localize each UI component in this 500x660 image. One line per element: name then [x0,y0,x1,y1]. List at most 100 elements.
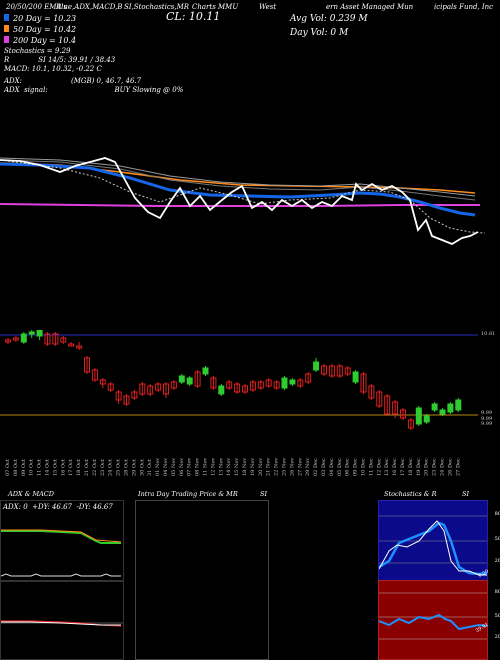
x-axis-date-label: 25 Oct [116,459,122,476]
candle [257,381,264,389]
candle [155,383,162,391]
candle [12,337,19,341]
header-line-1: 20/50/200 EMA's Blue,ADX,MACD,B SI,Stoch… [4,3,500,13]
day-vol: Day Vol: 0 M [290,28,349,38]
candle [328,365,335,377]
candle [131,391,138,399]
stoch-title: Stochastics & R [384,490,437,498]
x-axis-date-label: 12 Nov [210,458,216,476]
price-chart [0,157,486,246]
adx-lines [1,529,122,577]
stoch-tick-20: 20 [494,558,500,564]
candle [273,381,280,389]
x-axis-date-label: 19 Dec [416,458,422,476]
candle [68,343,75,347]
x-axis-date-label: 01 Nov [155,458,161,476]
candle [321,365,327,375]
legend-ema20: 20 Day = 10.23 [13,14,77,23]
candle [163,383,169,395]
x-axis-date-label: 08 Oct [13,459,19,476]
cl-label: CL: 10.11 [166,10,221,23]
x-axis-date-label: 22 Oct [92,459,98,476]
x-axis-date-label: 19 Nov [250,458,256,476]
macd-panel [0,580,124,660]
candle [242,385,248,393]
ema200-line [0,203,480,207]
legend-stoch: Stochastics = 9.29 [4,47,71,55]
candle [431,403,438,411]
stoch-blue-line [379,521,487,576]
candle-chart: 10.81 9.99 9.99 9.99 07 Oct 08 Oct 09 Oct 1… [0,330,495,476]
x-axis-date-label: 14 Nov [226,458,232,476]
candle [60,337,67,343]
candle [226,381,233,389]
x-axis-date-label: 18 Dec [408,458,414,476]
candle [44,333,51,345]
x-axis-date-label: 13 Nov [218,458,224,476]
x-axis-date-label: 11 Nov [203,458,209,476]
candle [170,381,177,389]
x-axis-date-label: 17 Dec [400,458,406,476]
candle [52,333,59,345]
intraday-title: Intra Day Trading Price & MR [138,490,238,498]
candle [455,399,462,411]
candle [423,415,430,423]
header-part-2: Blue,ADX,MACD,B [56,3,123,11]
candle [99,379,106,385]
header-part-6: ern Asset Managed Mun [326,3,414,11]
candle [84,357,90,373]
ema20-line [0,162,476,217]
candle [439,409,446,415]
candle-top-label: 10.81 [481,331,495,337]
x-axis-date-label: 24 Oct [108,459,114,476]
candle [344,367,351,375]
ma-gray-2 [0,159,476,201]
x-axis-date-label: 04 Dec [329,458,335,476]
candle [305,373,312,383]
x-axis-date-label: 28 Oct [124,459,130,476]
macd-signal-line [1,621,121,626]
rsi-tick-20: 20 [494,634,500,640]
x-axis-date-label: 21 Oct [84,459,90,476]
legend-ema50: 50 Day = 10.42 [13,25,77,34]
x-axis-date-label: 05 Dec [337,458,343,476]
candle [297,379,304,387]
x-axis-date-label: 12 Dec [376,458,382,476]
legend-ema20-row: 20 Day = 10.23 [4,14,174,25]
x-axis-date-label: 05 Nov [171,458,177,476]
candle [313,361,320,371]
candle [392,401,399,415]
x-axis-date-label: 07 Nov [187,458,193,476]
candle [360,373,367,393]
candle [234,383,241,393]
candle [336,365,343,377]
candle [20,333,27,343]
candle [218,385,225,395]
legend: 20 Day = 10.23 50 Day = 10.42 200 Day = … [4,14,183,95]
x-axis-date-label: 11 Oct [37,459,43,476]
adx-panel-title: ADX & MACD [8,490,54,498]
candle [36,330,43,337]
x-axis-date-label: 25 Nov [282,458,288,476]
candle [265,379,272,387]
x-axis-date-label: 26 Nov [289,458,295,476]
x-axis-date-label: 14 Oct [45,459,51,476]
legend-rsi: R SI 14/5: 39.91 / 38.43 [4,56,116,64]
x-axis-date-label: 23 Dec [432,458,438,476]
candle [376,391,383,407]
x-axis-date-label: 15 Oct [52,459,58,476]
candle [352,371,359,383]
ma-gray-1 [0,157,476,197]
intraday-panel [135,500,269,660]
legend-ema200: 200 Day = 10.4 [13,36,77,45]
rsi-tick-50: 50 [494,613,500,619]
candle [76,345,83,349]
intraday-si: SI [260,490,268,498]
x-axis-date-label: 15 Nov [234,458,240,476]
x-axis-date-label: 08 Nov [195,458,201,476]
stoch-panel-title: Stochastics & R SI [384,490,469,498]
legend-ema200-row: 200 Day = 10.4 [4,36,174,47]
stoch-si: SI [462,490,470,498]
intraday-panel-title: Intra Day Trading Price & MR SI [138,490,267,498]
candle [289,379,296,385]
